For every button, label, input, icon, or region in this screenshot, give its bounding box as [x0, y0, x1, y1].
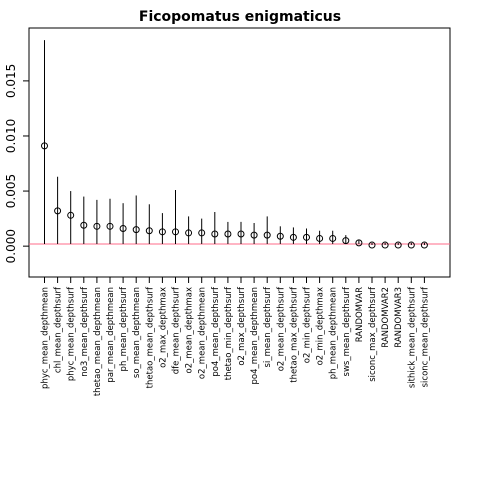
y-tick-label: 0.000 [4, 229, 18, 263]
x-tick-label: ph_mean_depthsurf [119, 286, 129, 371]
x-tick-label: no3_mean_depthsurf [80, 286, 90, 377]
data-point [316, 234, 324, 242]
data-point [237, 230, 245, 238]
x-tick-label: siconc_mean_depthsurf [420, 286, 430, 387]
data-point [54, 207, 62, 215]
data-point [67, 211, 75, 219]
data-point [145, 227, 153, 235]
x-tick-label: siconc_max_depthsurf [368, 286, 378, 382]
data-point [381, 241, 389, 249]
x-tick-label: ph_mean_depthmean [329, 287, 339, 379]
x-tick-label: thetao_min_depthsurf [224, 286, 234, 380]
data-point [368, 241, 376, 249]
data-point [394, 241, 402, 249]
x-tick-label: thetao_mean_depthsurf [145, 286, 155, 388]
chart-title: Ficopomatus enigmaticus [139, 9, 341, 25]
x-tick-label: phyc_mean_depthmean [41, 287, 51, 389]
x-tick-label: RANDOMVAR2 [381, 287, 391, 348]
data-point [342, 237, 350, 245]
data-point [93, 222, 101, 230]
data-point [355, 239, 363, 247]
x-tick-label: o2_max_depthmax [158, 287, 168, 368]
x-tick-label: phyc_mean_depthsurf [67, 286, 77, 381]
x-tick-label: chl_mean_depthsurf [54, 286, 64, 373]
x-tick-label: po4_mean_depthmean [250, 287, 260, 384]
data-point [172, 228, 179, 236]
x-tick-label: o2_mean_depthsurf [276, 286, 286, 371]
x-tick-label: o2_min_depthsurf [303, 286, 313, 363]
data-point [420, 241, 428, 249]
data-point [303, 233, 310, 241]
x-tick-label: o2_max_depthsurf [237, 286, 247, 366]
x-tick-label: so_mean_depthmean [132, 287, 142, 378]
data-point [263, 231, 271, 239]
y-tick-label: 0.015 [4, 64, 18, 98]
plot-area: 0.000 0.005 0.010 0.015 phyc_mean_depthmean c… [4, 27, 451, 396]
x-tick-label: po4_mean_depthsurf [211, 286, 221, 377]
x-tick-label: si_mean_depthsurf [263, 286, 273, 367]
data-point [106, 222, 114, 230]
x-tick-label: RANDOMVAR [355, 287, 365, 342]
x-tick-label: thetao_mean_depthmean [93, 287, 103, 396]
x-tick-label: o2_min_depthmax [316, 287, 326, 365]
data-point [158, 228, 166, 236]
y-tick-label: 0.005 [4, 174, 18, 208]
data-point [250, 231, 258, 239]
y-tick-label: 0.010 [4, 119, 18, 153]
data-point [198, 229, 206, 237]
x-tick-label: sithick_mean_depthsurf [407, 286, 417, 388]
data-point [41, 142, 48, 150]
data-point [276, 232, 284, 240]
data-point [224, 230, 232, 238]
data-point [80, 221, 88, 229]
data-point [329, 234, 337, 242]
x-tick-label: o2_mean_depthmean [198, 287, 208, 379]
data-point [185, 229, 193, 237]
data-point [407, 241, 415, 249]
x-tick-label: o2_mean_depthmax [185, 287, 195, 373]
data-point [119, 225, 127, 233]
x-tick-label: RANDOMVAR3 [394, 287, 404, 348]
x-tick-label: sws_mean_depthsurf [342, 286, 352, 376]
data-point [289, 233, 297, 241]
x-tick-label: thetao_max_depthsurf [289, 286, 299, 383]
plot-frame [28, 27, 451, 278]
data-point [132, 226, 140, 234]
data-point [211, 230, 219, 238]
x-tick-label: par_mean_depthmean [106, 287, 116, 383]
x-tick-label: dfe_mean_depthsurf [172, 286, 182, 374]
